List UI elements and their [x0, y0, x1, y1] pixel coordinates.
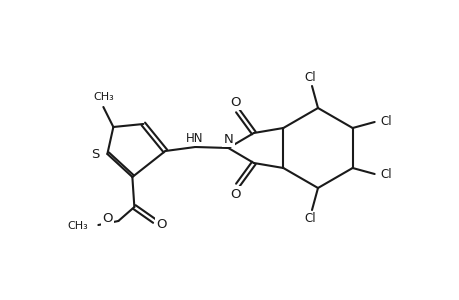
Text: O: O	[230, 95, 241, 109]
Text: Cl: Cl	[380, 169, 392, 182]
Text: O: O	[230, 188, 241, 200]
Text: Cl: Cl	[303, 212, 315, 226]
Text: Cl: Cl	[380, 115, 392, 128]
Text: S: S	[91, 148, 99, 160]
Text: CH₃: CH₃	[67, 221, 88, 231]
Text: O: O	[101, 212, 112, 226]
Text: CH₃: CH₃	[93, 92, 113, 102]
Text: N: N	[223, 133, 233, 146]
Text: HN: HN	[185, 131, 203, 145]
Text: O: O	[156, 218, 166, 230]
Text: Cl: Cl	[303, 70, 315, 83]
